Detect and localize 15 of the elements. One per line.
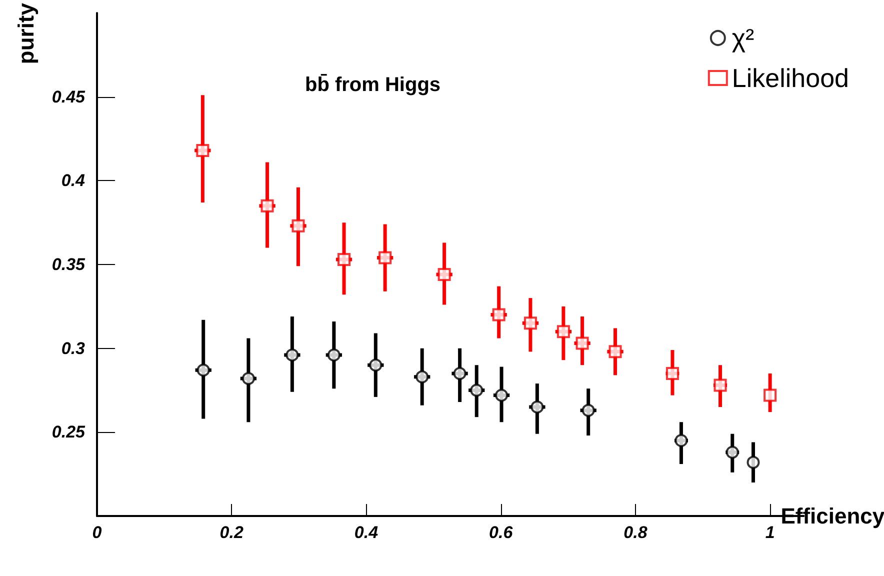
x-tick-label: 0 (92, 523, 102, 542)
y-axis-title: purity (14, 2, 38, 64)
y-tick-label: 0.45 (52, 87, 86, 106)
legend-label: χ² (732, 23, 755, 53)
y-tick-label: 0.25 (52, 422, 86, 442)
x-tick-label: 0.6 (489, 523, 514, 542)
text: bb̄ from Higgs (305, 74, 441, 96)
x-tick-label: 0.8 (624, 523, 648, 542)
x-tick-label: 0.2 (220, 523, 244, 542)
x-tick-label: 1 (765, 523, 775, 542)
legend-label: Likelihood (732, 63, 850, 93)
y-tick-label: 0.3 (61, 338, 86, 358)
y-tick-label: 0.35 (52, 255, 86, 274)
x-tick-label: 0.4 (354, 523, 379, 542)
y-tick-label: 0.4 (61, 171, 86, 190)
